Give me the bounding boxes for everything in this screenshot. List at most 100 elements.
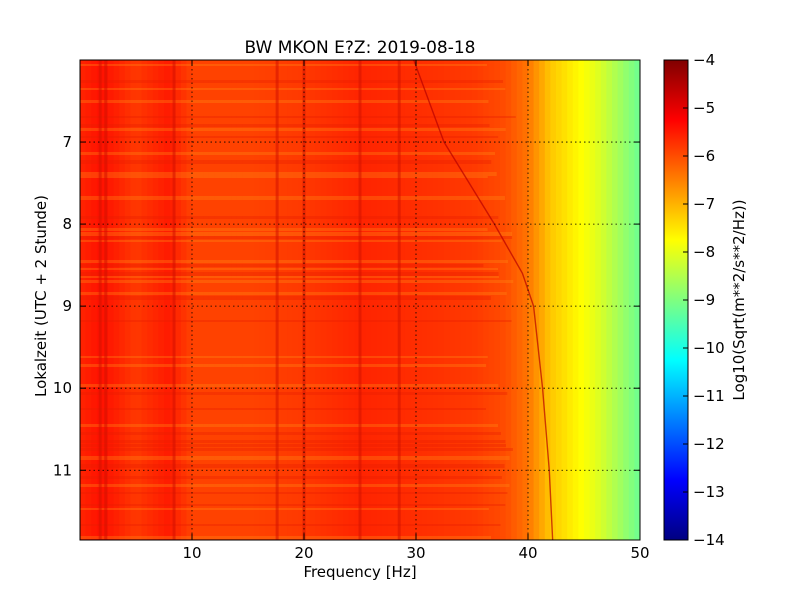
chart-title: BW MKON E?Z: 2019-08-18 — [245, 38, 476, 58]
heatmap-column — [472, 60, 479, 540]
heatmap-column — [488, 60, 495, 540]
colorbar-tick-label: −5 — [693, 99, 715, 117]
heatmap-column — [376, 60, 383, 540]
heatmap-column — [343, 60, 350, 540]
heatmap-column — [505, 60, 512, 540]
heatmap-column — [225, 60, 232, 540]
heatmap-column — [360, 60, 367, 540]
heatmap-row-band — [80, 268, 499, 270]
heatmap-column — [332, 60, 339, 540]
colorbar-tick-label: −9 — [693, 291, 715, 309]
heatmap-row-band — [80, 124, 490, 127]
heatmap-row-band — [80, 152, 496, 155]
heatmap-row-band — [80, 392, 508, 395]
heatmap-column — [393, 60, 400, 540]
heatmap-column — [556, 60, 563, 540]
heatmap-column — [113, 60, 120, 540]
y-tick-label: 9 — [62, 297, 72, 315]
heatmap-column — [382, 60, 389, 540]
heatmap-row-band — [80, 216, 499, 219]
heatmap-column — [298, 60, 305, 540]
heatmap-column — [511, 60, 518, 540]
heatmap-column — [416, 60, 423, 540]
heatmap-row-band — [80, 296, 491, 300]
heatmap-row-band — [80, 292, 507, 295]
colorbar-ticks: −4 −5 −6 −7 −8 −9 −10 −11 −12 −13 −14 — [683, 51, 725, 549]
heatmap-column — [567, 60, 574, 540]
heatmap-column — [220, 60, 227, 540]
heatmap-column — [259, 60, 266, 540]
spectral-line — [172, 60, 176, 540]
colorbar-label: Log10(Sqrt(m**2/s**2/Hz)) — [730, 199, 748, 400]
heatmap-column — [236, 60, 243, 540]
spectral-line — [98, 60, 102, 540]
heatmap-column — [427, 60, 434, 540]
heatmap-column — [164, 60, 171, 540]
heatmap-column — [264, 60, 271, 540]
colorbar-tick-label: −6 — [693, 147, 715, 165]
heatmap-row-band — [80, 160, 492, 164]
x-axis: 10 20 30 40 50 — [182, 60, 650, 562]
plot-frame — [79, 59, 641, 541]
heatmap-column — [421, 60, 428, 540]
heatmap-column — [91, 60, 98, 540]
heatmap-column — [522, 60, 529, 540]
heatmap-column — [365, 60, 372, 540]
heatmap-column — [248, 60, 255, 540]
colorbar-tick-label: −8 — [693, 243, 715, 261]
heatmap-columns — [80, 60, 640, 540]
heatmap-column — [214, 60, 221, 540]
heatmap-column — [455, 60, 462, 540]
spectral-line — [104, 60, 108, 540]
heatmap-column — [348, 60, 355, 540]
heatmap-row-band — [80, 236, 513, 239]
heatmap-row-band — [80, 424, 498, 427]
heatmap-row-band — [80, 100, 489, 103]
heatmap-column — [276, 60, 283, 540]
heatmap-row-band — [80, 280, 514, 283]
plot-area — [79, 59, 641, 541]
heatmap-column — [410, 60, 417, 540]
heatmap-column — [287, 60, 294, 540]
heatmap-column — [584, 60, 591, 540]
heatmap-column — [550, 60, 557, 540]
heatmap-column — [203, 60, 210, 540]
heatmap-column — [628, 60, 635, 540]
heatmap-row-band — [80, 240, 502, 242]
heatmap-column — [371, 60, 378, 540]
heatmap-row-band — [80, 504, 506, 506]
colorbar-tick-label: −11 — [693, 387, 725, 405]
heatmap-row-band — [80, 172, 497, 176]
heatmap-row-band — [80, 260, 508, 263]
heatmap-column — [388, 60, 395, 540]
heatmap-column — [533, 60, 540, 540]
heatmap-row-band — [80, 364, 487, 367]
heatmap-column — [136, 60, 143, 540]
heatmap-column — [320, 60, 327, 540]
x-tick-label: 50 — [630, 544, 649, 562]
heatmap-column — [141, 60, 148, 540]
heatmap-column — [208, 60, 215, 540]
grid-lines — [80, 60, 640, 540]
heatmap-column — [175, 60, 182, 540]
heatmap-column — [600, 60, 607, 540]
heatmap-row-band — [80, 196, 505, 200]
heatmap-column — [606, 60, 613, 540]
heatmap-column — [119, 60, 126, 540]
heatmap-column — [589, 60, 596, 540]
heatmap-rows — [80, 64, 516, 539]
heatmap-row-band — [80, 492, 508, 494]
heatmap-row-band — [80, 464, 505, 468]
heatmap-column — [108, 60, 115, 540]
heatmap-column — [483, 60, 490, 540]
heatmap-row-band — [80, 440, 506, 443]
colorbar-tick-label: −14 — [693, 531, 725, 549]
spectral-line — [275, 60, 279, 540]
heatmap-column — [494, 60, 501, 540]
heatmap-column — [404, 60, 411, 540]
colorbar-tick-label: −7 — [693, 195, 715, 213]
spectral-line — [397, 60, 401, 540]
heatmap-row-band — [80, 356, 488, 358]
heatmap-column — [399, 60, 406, 540]
